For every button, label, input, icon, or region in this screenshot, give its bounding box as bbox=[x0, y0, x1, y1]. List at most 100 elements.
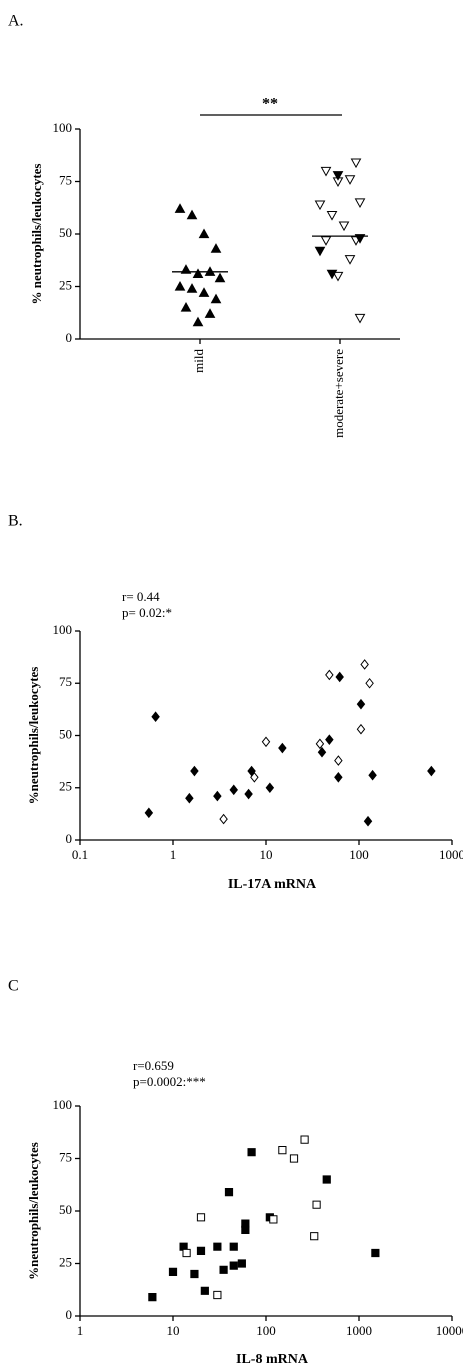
marker bbox=[312, 1200, 321, 1209]
marker bbox=[219, 813, 228, 825]
marker bbox=[210, 293, 222, 304]
marker bbox=[196, 1246, 206, 1255]
y-tick-label: 100 bbox=[53, 622, 73, 637]
marker bbox=[219, 1265, 228, 1274]
x-axis-label: IL-8 mRNA bbox=[236, 1352, 309, 1367]
marker bbox=[190, 1269, 199, 1279]
marker bbox=[192, 268, 204, 278]
x-tick-label: 1 bbox=[170, 847, 177, 862]
marker bbox=[198, 287, 210, 297]
marker bbox=[371, 1248, 380, 1258]
marker bbox=[204, 266, 216, 276]
marker bbox=[186, 283, 198, 293]
y-axis-label: %neutrophils/leukocytes bbox=[26, 1142, 41, 1280]
marker bbox=[229, 784, 238, 796]
y-tick-label: 75 bbox=[59, 674, 72, 689]
x-tick-label: 1000 bbox=[346, 1323, 372, 1338]
y-tick-label: 50 bbox=[59, 726, 72, 741]
marker bbox=[180, 301, 192, 312]
x-tick-label: 100 bbox=[256, 1323, 276, 1338]
y-tick-label: 25 bbox=[59, 1254, 72, 1269]
panel-label: B. bbox=[8, 513, 23, 530]
marker bbox=[335, 671, 344, 683]
x-tick-label: mild bbox=[191, 349, 206, 373]
marker bbox=[325, 669, 334, 681]
marker bbox=[229, 1242, 238, 1251]
marker bbox=[265, 782, 275, 794]
marker bbox=[229, 1261, 238, 1270]
marker bbox=[144, 807, 154, 819]
marker bbox=[315, 738, 325, 750]
marker bbox=[174, 280, 186, 291]
y-tick-label: 75 bbox=[59, 1149, 72, 1164]
marker bbox=[210, 243, 222, 253]
x-tick-label: 10 bbox=[167, 1323, 180, 1338]
y-tick-label: 25 bbox=[59, 277, 72, 292]
marker bbox=[196, 1213, 206, 1222]
marker bbox=[354, 313, 366, 324]
x-tick-label: 100 bbox=[349, 847, 369, 862]
marker bbox=[213, 790, 222, 802]
marker bbox=[317, 746, 327, 758]
marker bbox=[247, 1148, 256, 1157]
marker bbox=[325, 734, 334, 745]
marker bbox=[350, 158, 362, 169]
y-tick-label: 0 bbox=[66, 1307, 73, 1322]
y-tick-label: 100 bbox=[53, 120, 73, 135]
panel-label: C bbox=[8, 978, 19, 995]
marker bbox=[278, 1146, 287, 1155]
y-tick-label: 25 bbox=[59, 779, 72, 794]
marker bbox=[168, 1267, 178, 1276]
marker bbox=[314, 246, 326, 257]
stat-annotation: r=0.659 bbox=[133, 1058, 174, 1073]
marker bbox=[204, 308, 216, 318]
marker bbox=[180, 264, 192, 274]
x-tick-label: 1000 bbox=[439, 847, 463, 862]
stat-annotation: r= 0.44 bbox=[122, 589, 160, 604]
x-tick-label: 1 bbox=[77, 1323, 84, 1338]
marker bbox=[334, 771, 343, 783]
marker bbox=[289, 1154, 299, 1163]
marker bbox=[214, 272, 226, 283]
marker bbox=[200, 1286, 209, 1295]
marker bbox=[363, 815, 373, 827]
marker bbox=[192, 316, 204, 327]
marker bbox=[332, 171, 344, 181]
marker bbox=[182, 1248, 191, 1258]
marker bbox=[360, 659, 369, 670]
marker bbox=[241, 1219, 250, 1228]
marker bbox=[344, 175, 356, 185]
marker bbox=[278, 742, 287, 754]
marker bbox=[322, 1175, 331, 1184]
marker bbox=[261, 736, 271, 748]
marker bbox=[190, 765, 199, 777]
marker bbox=[356, 698, 366, 710]
y-tick-label: 50 bbox=[59, 225, 72, 240]
marker bbox=[338, 221, 350, 232]
stat-annotation: p=0.0002:*** bbox=[133, 1074, 206, 1089]
marker bbox=[326, 269, 338, 280]
y-axis-label: %neutrophils/leukocytes bbox=[26, 667, 41, 805]
marker bbox=[174, 203, 186, 213]
marker bbox=[356, 723, 366, 735]
x-tick-label: 10 bbox=[260, 847, 273, 862]
marker bbox=[186, 209, 198, 220]
marker bbox=[269, 1215, 278, 1224]
marker bbox=[334, 755, 343, 766]
marker bbox=[368, 769, 377, 781]
marker bbox=[320, 236, 332, 246]
marker bbox=[151, 711, 160, 722]
stat-annotation: p= 0.02:* bbox=[122, 605, 172, 620]
y-tick-label: 0 bbox=[66, 330, 73, 345]
y-tick-label: 100 bbox=[53, 1097, 73, 1112]
significance-label: ** bbox=[262, 96, 278, 113]
marker bbox=[326, 211, 338, 221]
marker bbox=[250, 771, 259, 783]
x-tick-label: 0.1 bbox=[72, 847, 88, 862]
marker bbox=[300, 1135, 309, 1144]
marker bbox=[354, 198, 366, 209]
x-tick-label: moderate+severe bbox=[331, 349, 346, 438]
marker bbox=[148, 1293, 157, 1302]
